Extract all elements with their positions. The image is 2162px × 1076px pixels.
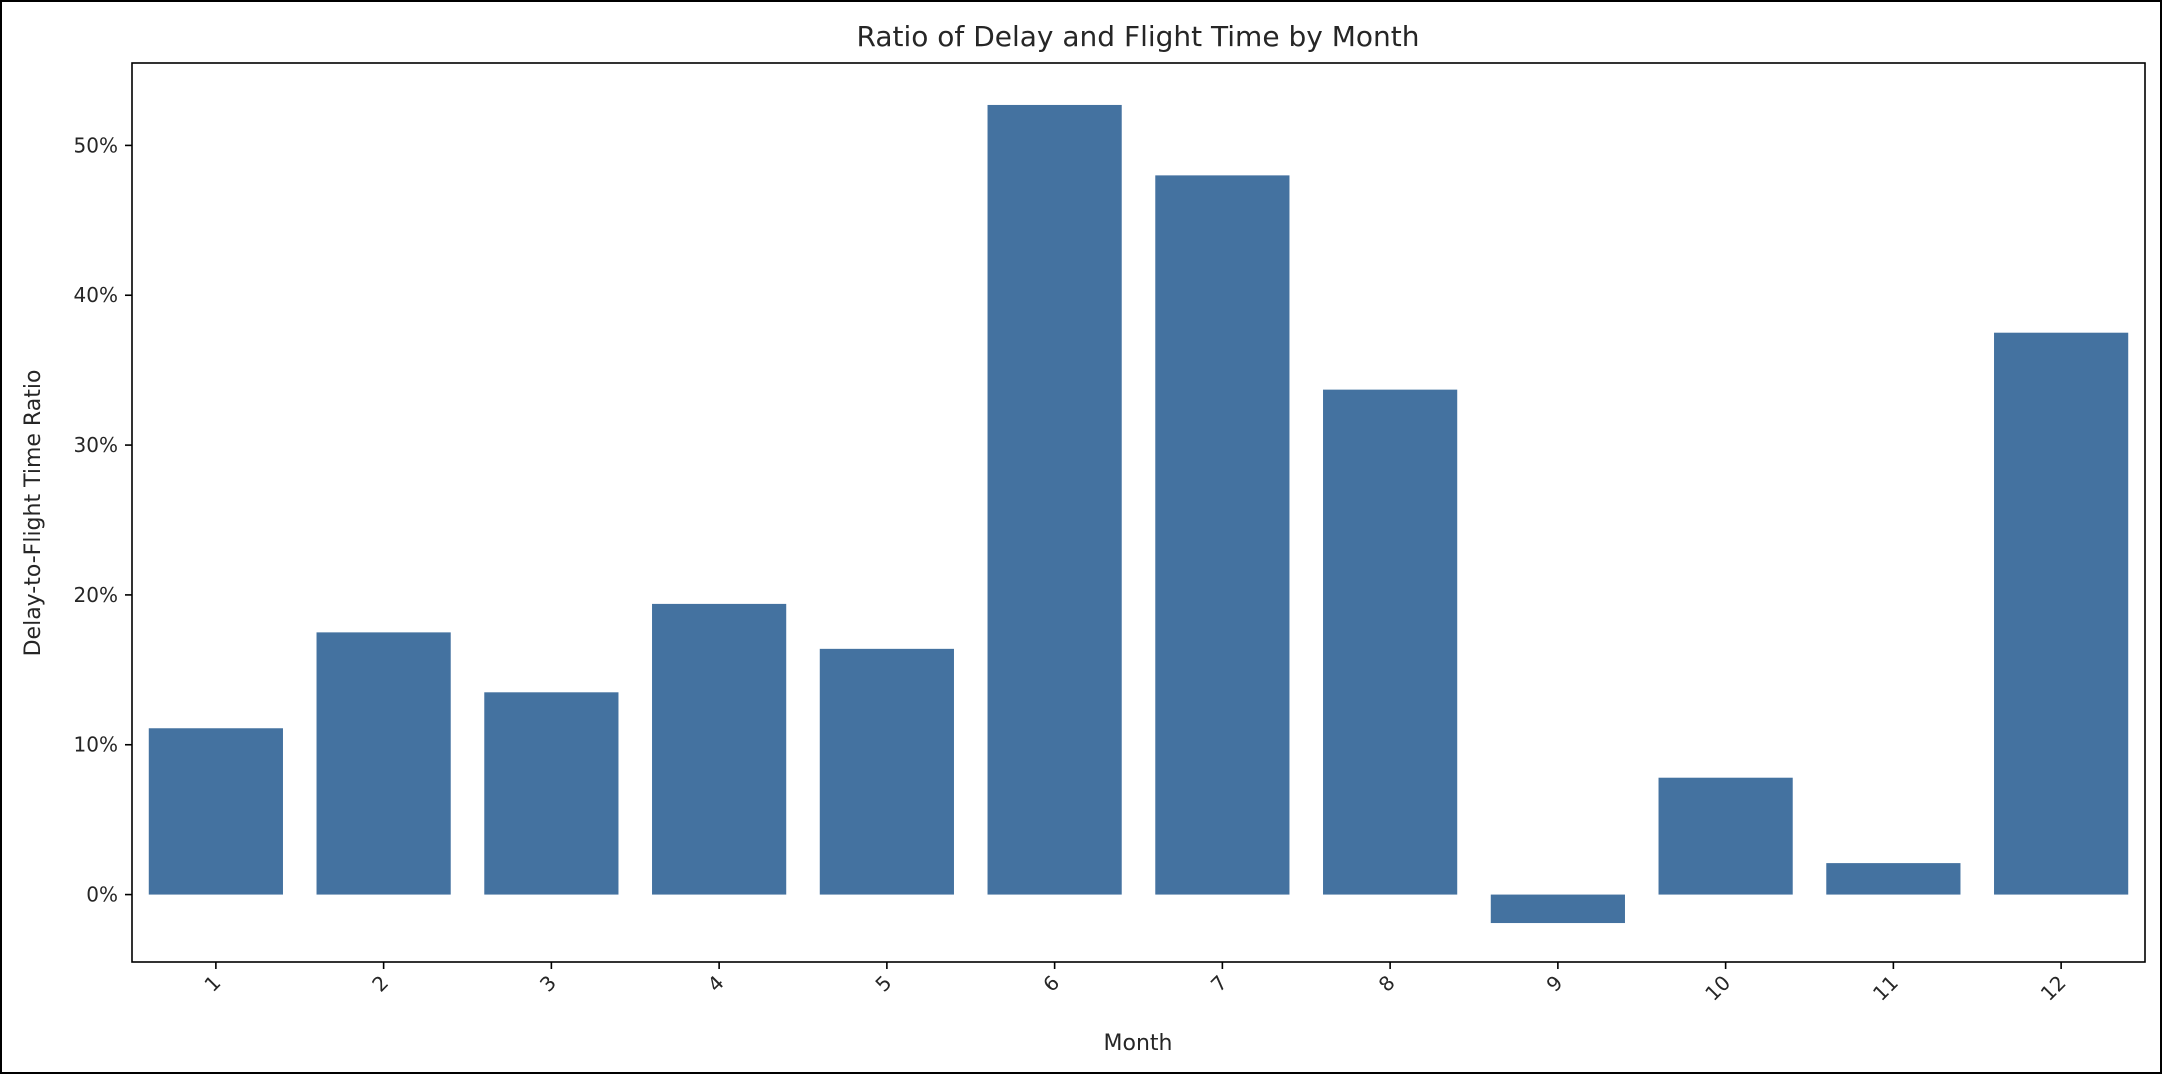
bar-month-2	[316, 632, 451, 895]
x-tick-label: 10	[1700, 971, 1735, 1006]
x-axis: 1 2 3 4 5 6 7 8 9 10 11 12	[199, 962, 2071, 1006]
x-tick-label: 4	[703, 971, 729, 997]
x-tick-label: 12	[2036, 971, 2071, 1006]
x-tick-label: 7	[1206, 971, 1232, 997]
bar-month-1	[148, 728, 283, 895]
y-tick-label: 20%	[74, 583, 118, 607]
bar-month-3	[484, 692, 619, 895]
x-tick-label: 6	[1038, 971, 1064, 997]
bar-month-11	[1826, 863, 1961, 895]
y-axis: 0% 10% 20% 30% 40% 50%	[74, 133, 132, 907]
y-tick-label: 0%	[86, 883, 118, 907]
y-tick-label: 30%	[74, 433, 118, 457]
x-tick-label: 5	[870, 971, 896, 997]
bars-group	[148, 104, 2129, 924]
bar-month-6	[987, 104, 1122, 895]
x-axis-label: Month	[1104, 1031, 1173, 1056]
x-tick-label: 8	[1374, 971, 1400, 997]
x-tick-label: 1	[199, 971, 225, 997]
bar-month-4	[652, 603, 787, 895]
chart-title: Ratio of Delay and Flight Time by Month	[857, 20, 1420, 53]
y-tick-label: 40%	[74, 283, 118, 307]
x-tick-label: 3	[535, 971, 561, 997]
x-tick-label: 11	[1868, 971, 1903, 1006]
y-axis-label: Delay-to-Flight Time Ratio	[21, 370, 46, 657]
bar-month-8	[1323, 389, 1458, 895]
bar-month-10	[1658, 777, 1793, 895]
bar-month-5	[819, 648, 954, 895]
bar-month-12	[1994, 332, 2129, 895]
x-tick-label: 2	[367, 971, 393, 997]
bar-month-7	[1155, 175, 1290, 895]
x-tick-label: 9	[1541, 971, 1567, 997]
plot-area-frame	[131, 62, 2146, 963]
bar-month-9	[1490, 894, 1625, 924]
y-tick-label: 10%	[74, 733, 118, 757]
y-tick-label: 50%	[74, 133, 118, 157]
